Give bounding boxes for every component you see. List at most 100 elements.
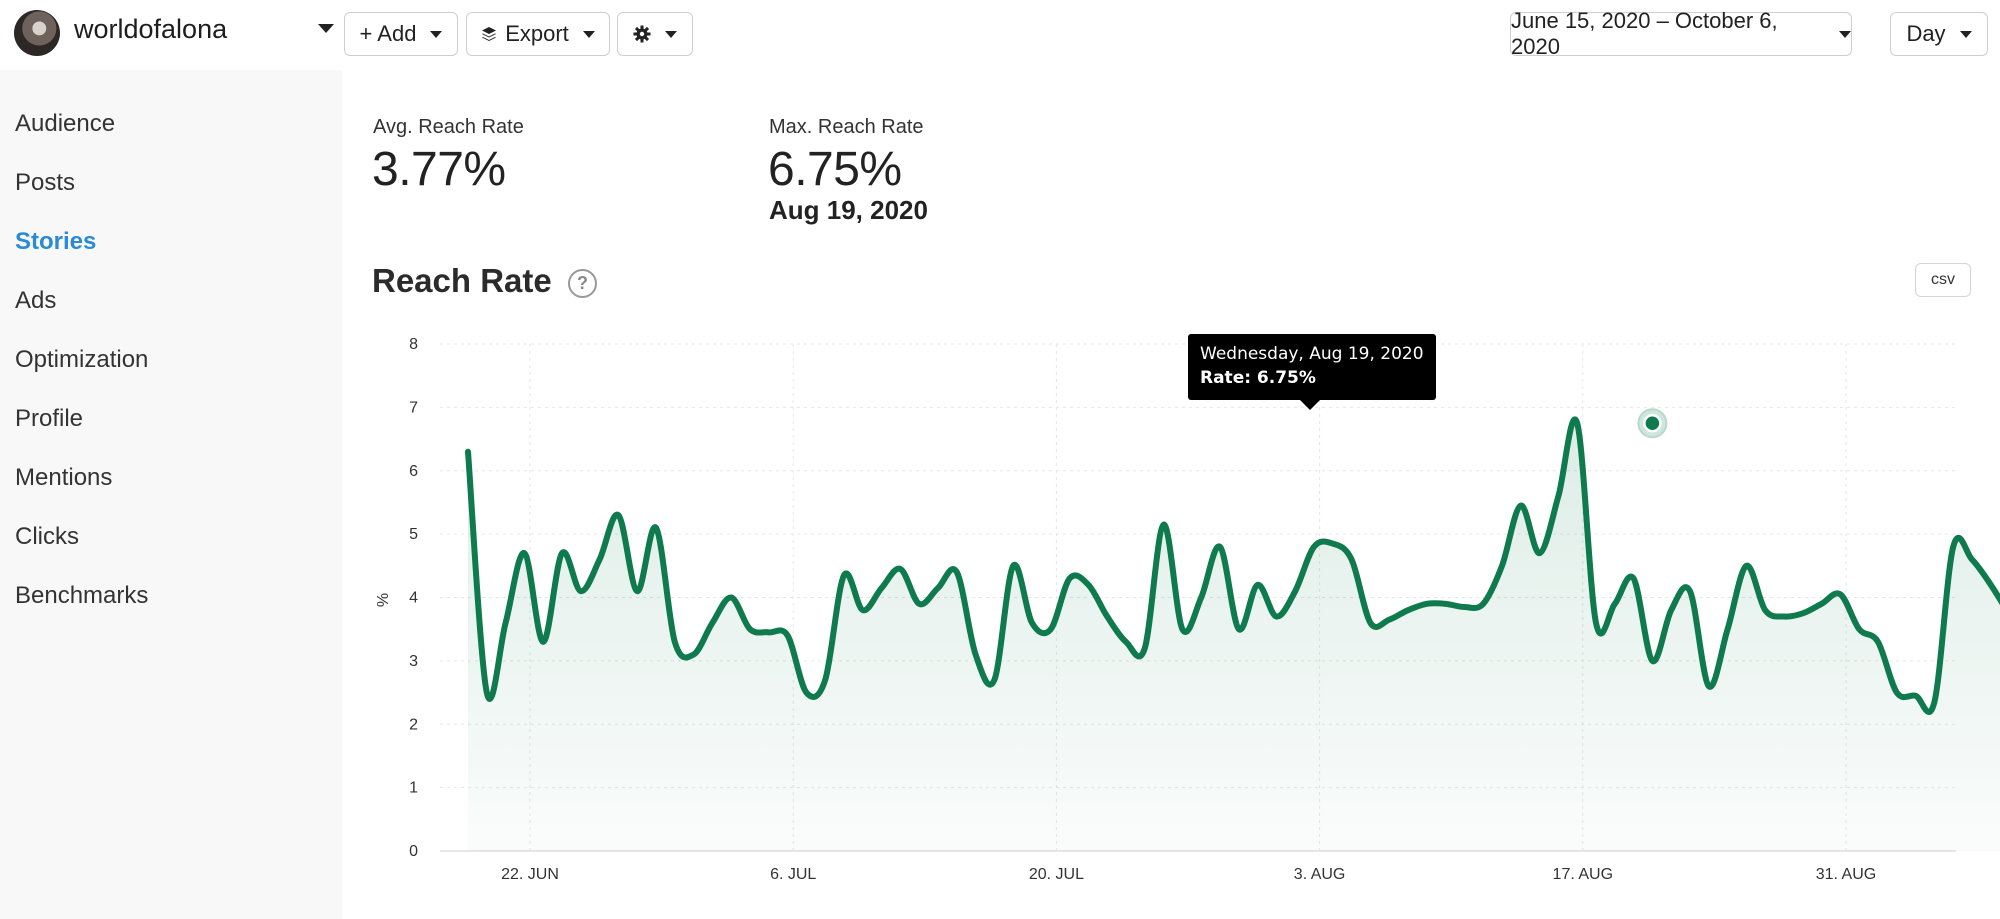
data-point bbox=[1800, 610, 1806, 616]
data-point bbox=[1555, 493, 1561, 499]
data-point bbox=[1067, 575, 1073, 581]
export-button-label: Export bbox=[505, 21, 569, 46]
data-point bbox=[1405, 607, 1411, 613]
data-point bbox=[973, 652, 979, 658]
account-switcher-chevron-down-icon[interactable] bbox=[318, 24, 334, 33]
max-reach-rate-label: Max. Reach Rate bbox=[769, 116, 924, 138]
data-point bbox=[1217, 544, 1223, 550]
data-point bbox=[1913, 693, 1919, 699]
data-point bbox=[1461, 604, 1467, 610]
sidebar-item-clicks[interactable]: Clicks bbox=[15, 523, 79, 550]
data-point bbox=[1255, 582, 1261, 588]
y-tick-label: 4 bbox=[409, 590, 418, 607]
help-icon[interactable]: ? bbox=[568, 269, 597, 298]
data-point bbox=[728, 595, 734, 601]
data-point bbox=[1819, 601, 1825, 607]
sidebar-item-stories[interactable]: Stories bbox=[15, 228, 97, 255]
data-point bbox=[1443, 601, 1449, 607]
data-point bbox=[1386, 617, 1392, 623]
data-point bbox=[897, 566, 903, 572]
data-point bbox=[1668, 607, 1674, 613]
sidebar-item-optimization[interactable]: Optimization bbox=[15, 346, 149, 373]
data-point bbox=[1292, 588, 1298, 594]
data-point bbox=[1706, 683, 1712, 689]
data-point bbox=[747, 626, 753, 632]
data-point bbox=[1010, 563, 1016, 569]
data-point bbox=[1837, 591, 1843, 597]
account-name[interactable]: worldofalona bbox=[74, 14, 228, 44]
data-point bbox=[991, 677, 997, 683]
tooltip-rate: Rate: 6.75% bbox=[1200, 368, 1316, 388]
gear-icon bbox=[633, 25, 651, 43]
data-point bbox=[766, 629, 772, 635]
add-button-label: + Add bbox=[359, 21, 417, 46]
series-line bbox=[465, 416, 2000, 715]
y-tick-label: 7 bbox=[409, 399, 418, 416]
highlight-point bbox=[1643, 413, 1662, 433]
settings-button[interactable] bbox=[617, 12, 693, 56]
data-point bbox=[1179, 626, 1185, 632]
x-tick-label: 22. JUN bbox=[501, 866, 559, 883]
data-point bbox=[1499, 563, 1505, 569]
granularity-label: Day bbox=[1906, 21, 1946, 46]
data-point bbox=[935, 585, 941, 591]
data-point bbox=[1762, 607, 1768, 613]
sidebar-item-benchmarks[interactable]: Benchmarks bbox=[15, 582, 149, 609]
max-reach-rate-date: Aug 19, 2020 bbox=[769, 195, 928, 225]
sidebar-item-ads[interactable]: Ads bbox=[15, 287, 57, 314]
x-tick-label: 31. AUG bbox=[1816, 866, 1876, 883]
data-point bbox=[465, 449, 471, 455]
add-button[interactable]: + Add bbox=[344, 12, 458, 56]
data-point bbox=[691, 652, 697, 658]
date-range-label: June 15, 2020 – October 6, 2020 bbox=[1511, 8, 1778, 59]
data-point bbox=[785, 633, 791, 639]
data-point bbox=[1029, 620, 1035, 626]
data-point bbox=[503, 620, 509, 626]
sidebar-item-audience[interactable]: Audience bbox=[15, 110, 116, 137]
y-tick-label: 2 bbox=[409, 716, 418, 733]
y-tick-label: 5 bbox=[409, 526, 418, 543]
y-tick-label: 3 bbox=[409, 653, 418, 670]
data-point bbox=[822, 677, 828, 683]
tooltip-date: Wednesday, Aug 19, 2020 bbox=[1200, 344, 1424, 364]
date-range-picker[interactable]: June 15, 2020 – October 6, 2020 bbox=[1510, 8, 1852, 59]
export-button[interactable]: Export bbox=[466, 12, 610, 56]
data-point bbox=[615, 512, 621, 518]
avg-reach-rate-value: 3.77% bbox=[372, 143, 506, 196]
reach-rate-chart: 0 1 2 3 4 5 6 7 8 22. JUN 6. JUL 20. JUL 3. AUG 17. A… bbox=[375, 336, 2000, 883]
x-tick-label: 6. JUL bbox=[770, 866, 816, 883]
data-point bbox=[1424, 601, 1430, 607]
sidebar-item-profile[interactable]: Profile bbox=[15, 405, 84, 432]
y-tick-label: 0 bbox=[409, 843, 418, 860]
data-point bbox=[1330, 541, 1336, 547]
chevron-down-icon bbox=[1839, 30, 1851, 38]
data-point bbox=[1480, 601, 1486, 607]
data-point bbox=[1104, 614, 1110, 620]
x-tick-label: 17. AUG bbox=[1553, 866, 1613, 883]
chart-title: Reach Rate bbox=[372, 262, 552, 299]
data-point bbox=[1969, 556, 1975, 562]
avatar[interactable] bbox=[14, 10, 60, 56]
data-point bbox=[916, 601, 922, 607]
data-point bbox=[1649, 658, 1655, 664]
data-point bbox=[1612, 601, 1618, 607]
sidebar-item-posts[interactable]: Posts bbox=[15, 169, 76, 196]
chevron-down-icon bbox=[1959, 30, 1972, 38]
avg-reach-rate-label: Avg. Reach Rate bbox=[373, 116, 524, 138]
data-point bbox=[653, 525, 659, 531]
data-point bbox=[1781, 614, 1787, 620]
chevron-down-icon bbox=[665, 30, 677, 38]
data-point bbox=[1161, 522, 1167, 528]
data-point bbox=[1518, 503, 1524, 509]
data-point bbox=[484, 690, 490, 696]
sidebar-item-mentions[interactable]: Mentions bbox=[15, 464, 113, 491]
csv-button[interactable]: csv bbox=[1915, 263, 1971, 297]
main-content: Avg. Reach Rate 3.77% Max. Reach Rate 6.… bbox=[342, 70, 2000, 919]
data-point bbox=[1123, 639, 1129, 645]
granularity-select[interactable]: Day bbox=[1890, 12, 1988, 56]
chevron-down-icon bbox=[430, 30, 443, 38]
data-point bbox=[540, 639, 546, 645]
sidebar: Audience Posts Stories Ads Optimization … bbox=[0, 70, 342, 919]
data-point bbox=[1048, 626, 1054, 632]
data-point bbox=[1236, 626, 1242, 632]
